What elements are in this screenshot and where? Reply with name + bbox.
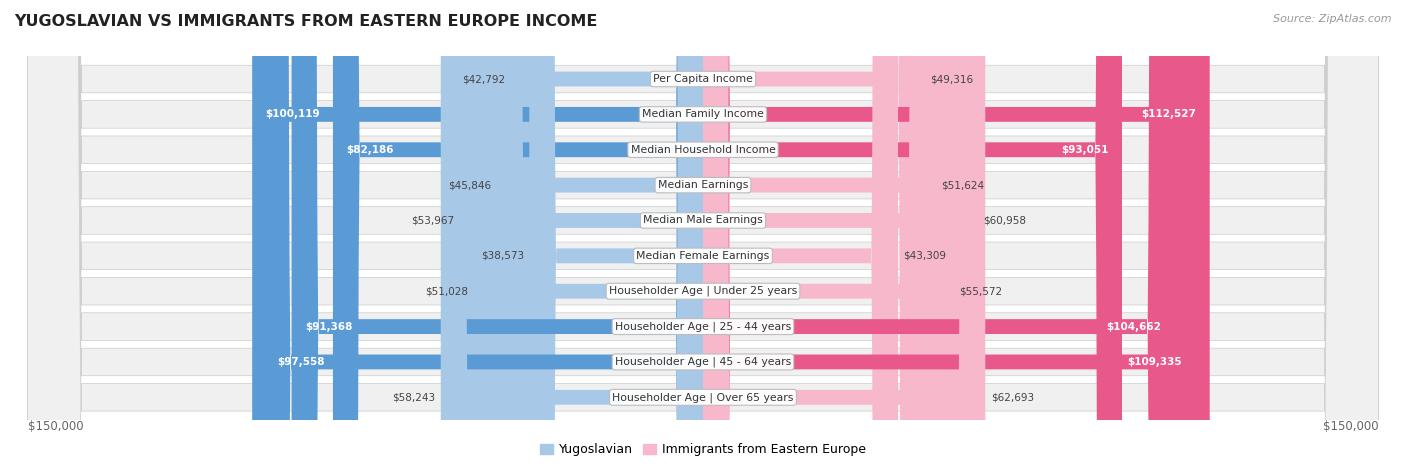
FancyBboxPatch shape [264,0,703,467]
FancyBboxPatch shape [28,0,1378,467]
Text: $42,792: $42,792 [461,74,505,84]
FancyBboxPatch shape [28,0,1378,467]
Text: Householder Age | 25 - 44 years: Householder Age | 25 - 44 years [614,321,792,332]
Text: $49,316: $49,316 [931,74,973,84]
Text: $93,051: $93,051 [1062,145,1108,155]
FancyBboxPatch shape [28,0,1378,467]
Text: $150,000: $150,000 [28,420,83,433]
FancyBboxPatch shape [703,0,977,467]
FancyBboxPatch shape [440,0,703,467]
Text: YUGOSLAVIAN VS IMMIGRANTS FROM EASTERN EUROPE INCOME: YUGOSLAVIAN VS IMMIGRANTS FROM EASTERN E… [14,14,598,29]
Text: $60,958: $60,958 [983,215,1026,226]
Text: $62,693: $62,693 [991,392,1033,402]
Text: $58,243: $58,243 [392,392,436,402]
Text: Median Household Income: Median Household Income [630,145,776,155]
FancyBboxPatch shape [28,0,1378,467]
FancyBboxPatch shape [460,0,703,467]
Text: $150,000: $150,000 [1323,420,1378,433]
FancyBboxPatch shape [703,0,935,467]
FancyBboxPatch shape [252,0,703,467]
FancyBboxPatch shape [474,0,703,467]
Text: Median Female Earnings: Median Female Earnings [637,251,769,261]
Text: Householder Age | Under 25 years: Householder Age | Under 25 years [609,286,797,297]
Text: $104,662: $104,662 [1107,322,1161,332]
FancyBboxPatch shape [510,0,703,467]
Text: $112,527: $112,527 [1142,109,1197,120]
Text: $97,558: $97,558 [277,357,325,367]
Text: $45,846: $45,846 [449,180,491,190]
Text: $91,368: $91,368 [305,322,353,332]
FancyBboxPatch shape [703,0,1122,467]
Text: Source: ZipAtlas.com: Source: ZipAtlas.com [1274,14,1392,24]
Text: $38,573: $38,573 [481,251,524,261]
FancyBboxPatch shape [28,0,1378,467]
Text: $55,572: $55,572 [959,286,1001,296]
FancyBboxPatch shape [28,0,1378,467]
FancyBboxPatch shape [333,0,703,467]
FancyBboxPatch shape [703,0,898,467]
FancyBboxPatch shape [703,0,953,467]
FancyBboxPatch shape [496,0,703,467]
Text: $109,335: $109,335 [1128,357,1182,367]
FancyBboxPatch shape [529,0,703,467]
Text: Median Family Income: Median Family Income [643,109,763,120]
Text: $100,119: $100,119 [266,109,321,120]
Text: Median Earnings: Median Earnings [658,180,748,190]
FancyBboxPatch shape [703,0,986,467]
Text: Householder Age | 45 - 64 years: Householder Age | 45 - 64 years [614,357,792,367]
FancyBboxPatch shape [291,0,703,467]
FancyBboxPatch shape [703,0,1174,467]
Text: $53,967: $53,967 [412,215,454,226]
FancyBboxPatch shape [703,0,925,467]
Legend: Yugoslavian, Immigrants from Eastern Europe: Yugoslavian, Immigrants from Eastern Eur… [536,439,870,461]
FancyBboxPatch shape [703,0,1195,467]
Text: $51,624: $51,624 [941,180,984,190]
Text: Householder Age | Over 65 years: Householder Age | Over 65 years [612,392,794,403]
Text: $82,186: $82,186 [346,145,394,155]
Text: $43,309: $43,309 [904,251,946,261]
Text: $51,028: $51,028 [425,286,468,296]
FancyBboxPatch shape [28,0,1378,467]
FancyBboxPatch shape [28,0,1378,467]
FancyBboxPatch shape [703,0,1209,467]
FancyBboxPatch shape [28,0,1378,467]
FancyBboxPatch shape [28,0,1378,467]
Text: Per Capita Income: Per Capita Income [652,74,754,84]
Text: Median Male Earnings: Median Male Earnings [643,215,763,226]
